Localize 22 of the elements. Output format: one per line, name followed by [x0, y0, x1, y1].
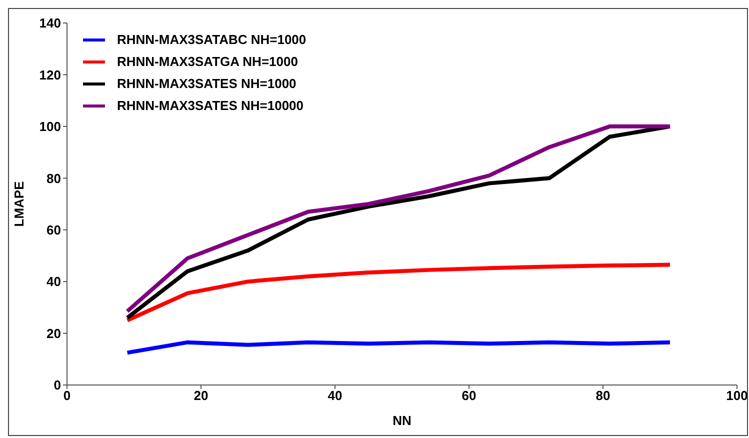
legend-label: RHNN-MAX3SATABC NH=1000 — [117, 31, 306, 49]
line-series — [125, 340, 672, 355]
legend-label: RHNN-MAX3SATGA NH=1000 — [117, 53, 298, 71]
y-tick-label: 140 — [39, 16, 61, 31]
y-tick-label: 20 — [46, 326, 61, 341]
y-tick-label: 0 — [54, 378, 61, 393]
y-tick-label: 120 — [39, 67, 61, 82]
x-tick-label: 40 — [328, 388, 342, 404]
line-series — [125, 262, 672, 322]
y-tick-label: 80 — [46, 170, 61, 186]
x-axis-title: NN — [392, 413, 412, 428]
x-tick-label: 100 — [726, 388, 748, 404]
x-tick-label: 60 — [462, 388, 476, 404]
y-tick-label: 40 — [46, 274, 61, 290]
x-tick-label: 0 — [63, 388, 71, 404]
y-axis-title: LMAPE — [12, 180, 27, 227]
y-tick-label: 100 — [39, 119, 61, 134]
x-tick-label: 80 — [596, 388, 610, 404]
legend-label: RHNN-MAX3SATES NH=1000 — [117, 75, 296, 93]
legend-label: RHNN-MAX3SATES NH=10000 — [117, 97, 304, 115]
x-tick-label: 20 — [194, 388, 208, 404]
y-tick-label: 60 — [46, 222, 61, 238]
